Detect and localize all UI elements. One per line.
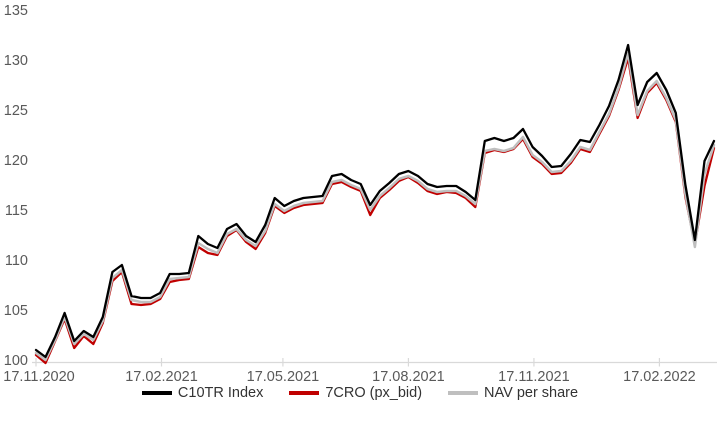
y-axis-label: 100 (4, 353, 28, 369)
legend-label: NAV per share (484, 385, 579, 401)
legend-item-c10tr-index: C10TR Index (141, 385, 264, 401)
legend-item-nav: NAV per share (448, 385, 578, 401)
y-axis-label: 110 (5, 253, 28, 269)
legend-item-7cro: 7CRO (px_bid) (289, 385, 422, 401)
legend-swatch-red-line (289, 391, 320, 395)
y-axis-label: 115 (5, 203, 28, 219)
chart-legend: C10TR Index 7CRO (px_bid) NAV per share (0, 385, 720, 419)
y-axis-label: 105 (4, 303, 28, 319)
x-axis-label: 17.05.2021 (247, 369, 320, 385)
chart-canvas: 100 105 110 115 120 125 130 135 17.11.2020 17.02.… (3, 3, 717, 385)
series-line-c10tr-index (34, 43, 716, 359)
y-axis-label: 135 (4, 3, 28, 19)
x-axis-label: 17.11.2021 (498, 369, 570, 385)
legend-label: 7CRO (px_bid) (325, 385, 423, 401)
y-axis-label: 125 (4, 103, 28, 119)
x-axis-label: 17.08.2021 (372, 369, 445, 385)
y-axis-label: 130 (4, 53, 28, 69)
legend-swatch-gray-line (448, 391, 479, 395)
x-axis-label: 17.11.2020 (3, 369, 75, 385)
x-axis-label: 17.02.2021 (125, 369, 198, 385)
y-axis-label: 120 (4, 153, 28, 169)
legend-label: C10TR Index (177, 385, 264, 401)
series-line-nav-per-share (34, 51, 716, 362)
legend-swatch-black-line (141, 391, 172, 395)
x-axis-label: 17.02.2022 (623, 369, 696, 385)
